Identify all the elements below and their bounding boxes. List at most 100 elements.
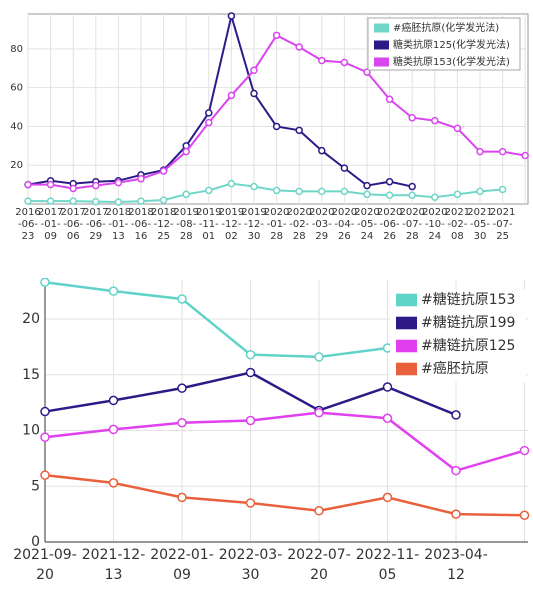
point [340,58,349,67]
point [453,124,462,133]
legend-label: #糖链抗原199 [421,315,515,331]
point [245,367,256,378]
x-tick-label: 2022-03-30 [219,547,283,583]
point [476,187,484,196]
point [24,197,32,205]
point [40,432,50,442]
point [69,197,77,205]
point [451,410,461,420]
point [137,175,145,183]
point [40,406,50,417]
x-tick-label: 2020 -06-26 [377,207,402,242]
point [318,146,326,155]
point [363,68,371,76]
point [382,382,393,392]
point [177,383,187,393]
x-tick-label: 2021 -05-30 [467,207,492,242]
series-line [44,280,388,359]
point [340,187,349,196]
point [114,178,123,187]
point [108,478,119,488]
x-tick-label: 2020 -10-24 [422,207,447,242]
point [272,31,281,40]
point [250,66,258,74]
series-line [28,182,503,204]
point [159,196,168,204]
legend-swatch [374,23,389,33]
point [205,109,213,117]
point [498,147,507,156]
x-tick-label: 2020 -07-28 [399,207,424,242]
x-tick-label: 2018 -06-16 [128,207,153,242]
x-tick-label: 2017 -06-06 [60,207,85,242]
point [382,413,393,423]
legend-label: #糖链抗原125 [421,338,515,354]
series-line [27,11,413,188]
point [177,294,187,304]
point [363,190,371,199]
x-tick-label: 2018 -12-25 [151,207,176,242]
point [69,184,77,193]
point [385,95,394,104]
y-tick-label: 20 [22,311,40,327]
point [227,91,236,100]
point [340,164,349,172]
point [408,182,416,191]
y-tick-label: 10 [22,423,40,439]
point [521,151,529,160]
legend-swatch [396,339,417,353]
point [250,182,258,191]
point [519,510,530,520]
point [227,12,236,20]
point [227,179,236,188]
legend-swatch [396,316,417,330]
point [108,424,119,435]
x-tick-label: 2019 -12-02 [219,207,244,242]
chart-2: 051015202021-09-202021-12-132022-01-0920… [13,278,530,583]
x-tick-label: 2018 -01-13 [106,207,131,242]
y-tick-label: 40 [10,121,23,132]
legend-label: 糖类抗原125(化学发光法) [393,38,510,51]
legend-swatch [374,40,389,50]
x-tick-label: 2020 -05-24 [354,207,379,242]
point [272,122,281,131]
y-tick-label: 15 [22,367,40,383]
legend-swatch [396,293,417,307]
legend-swatch [396,362,417,376]
series-line [44,411,525,473]
point [453,190,462,199]
x-tick-label: 2020 -01-28 [264,207,289,242]
y-tick-label: 5 [31,478,40,494]
point [314,352,324,362]
point [177,417,187,428]
point [40,278,50,287]
point [408,191,416,200]
point [205,186,213,195]
point [385,191,394,200]
point [24,180,32,189]
legend-label: #癌胚抗原(化学发光法) [393,21,499,34]
point [431,193,439,201]
x-tick-label: 2020 -04-26 [332,207,357,242]
point [245,498,256,508]
x-tick-label: 2020 -02-28 [286,207,311,242]
x-tick-label: 2016 -06-23 [15,207,40,242]
x-tick-label: 2023-04-12 [424,547,488,583]
point [46,180,55,189]
x-tick-label: 2021 -02-08 [445,207,470,242]
y-tick-label: 0 [31,534,40,550]
point [159,167,168,175]
point [108,395,119,406]
legend-swatch [374,57,389,67]
point [205,118,213,127]
x-tick-label: 2019 -11-01 [196,207,221,242]
point [250,89,258,98]
point [92,197,100,206]
point [476,147,484,156]
point [295,126,303,135]
legend-label: #癌胚抗原 [421,361,489,377]
point [451,465,461,476]
x-tick-label: 2020 -03-29 [309,207,334,242]
point [92,181,100,190]
